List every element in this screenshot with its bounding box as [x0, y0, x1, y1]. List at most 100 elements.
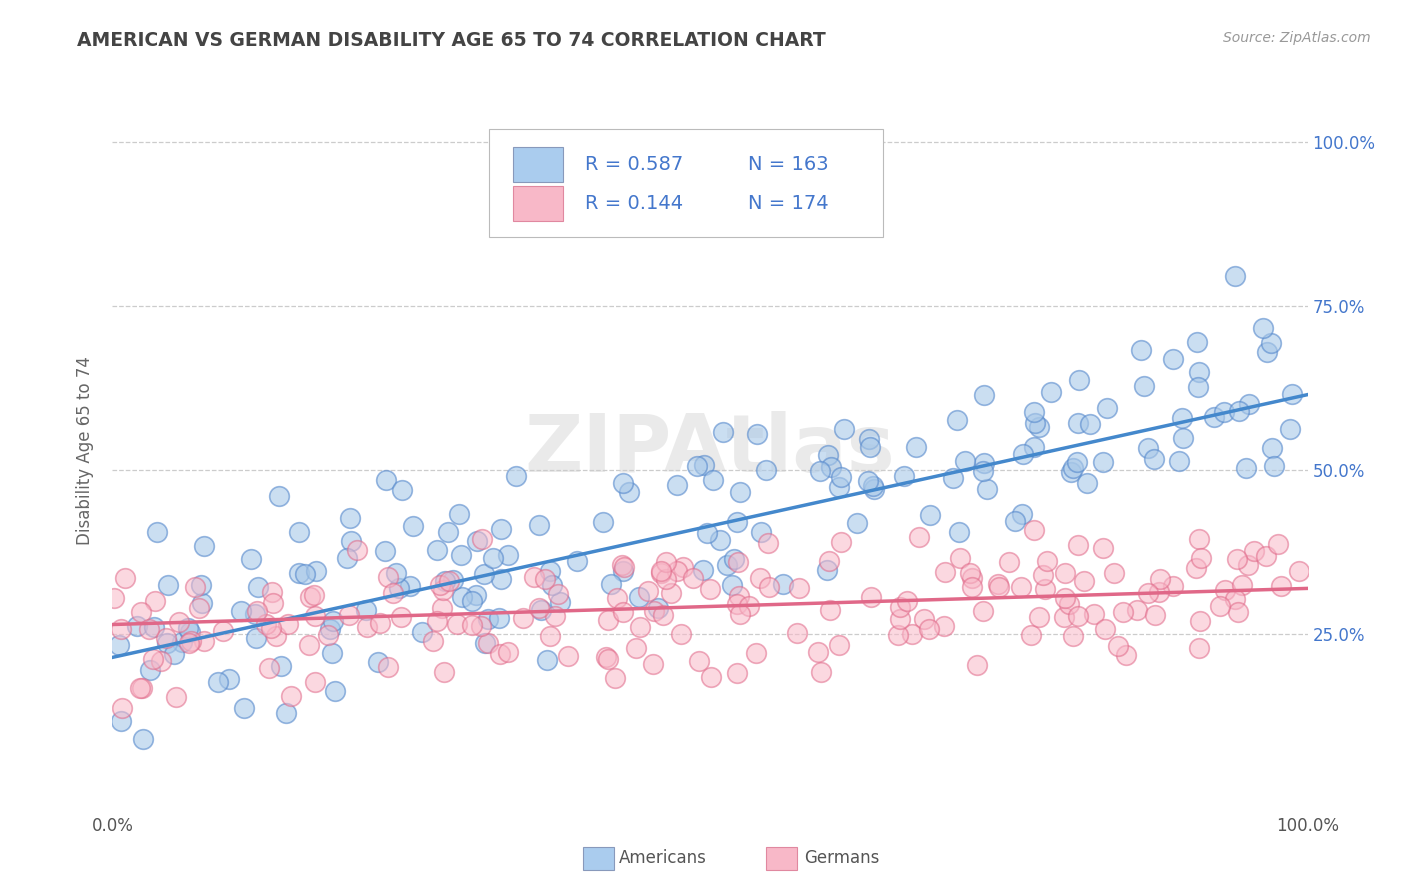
Point [1168, 454, 1191, 468]
Point [637, 584, 659, 599]
Point [650, 566, 672, 581]
Point [901, 627, 924, 641]
Point [193, 633, 215, 648]
Point [661, 586, 683, 600]
Point [727, 555, 749, 569]
Point [402, 519, 425, 533]
Point [1057, 597, 1080, 611]
Point [815, 563, 838, 577]
Point [1149, 572, 1171, 586]
Point [1226, 551, 1249, 566]
Point [170, 634, 193, 648]
Point [1073, 574, 1095, 588]
Point [696, 526, 718, 541]
Point [231, 604, 253, 618]
Point [1237, 397, 1260, 411]
Point [1115, 648, 1137, 662]
Point [489, 522, 512, 536]
Point [863, 483, 886, 497]
Point [1024, 405, 1046, 419]
Point [1144, 607, 1167, 622]
Point [180, 633, 202, 648]
Point [1230, 578, 1253, 592]
Point [627, 591, 650, 605]
Point [972, 604, 994, 618]
Point [858, 433, 880, 447]
Point [538, 564, 561, 578]
FancyBboxPatch shape [513, 147, 562, 182]
Point [1263, 459, 1285, 474]
Point [288, 525, 311, 540]
Point [1279, 422, 1302, 436]
Point [1067, 373, 1090, 387]
Point [461, 594, 484, 608]
Point [262, 596, 284, 610]
Point [1028, 420, 1050, 434]
Point [260, 621, 283, 635]
Point [1024, 417, 1046, 431]
Point [356, 620, 378, 634]
Point [218, 672, 240, 686]
Point [1143, 452, 1166, 467]
Point [426, 614, 449, 628]
Point [247, 580, 270, 594]
Point [711, 425, 734, 440]
Point [470, 619, 492, 633]
Point [316, 628, 339, 642]
Point [846, 516, 869, 531]
Point [446, 617, 468, 632]
Point [972, 464, 994, 478]
Point [1130, 343, 1153, 357]
Point [973, 456, 995, 470]
Point [1076, 475, 1098, 490]
Point [655, 572, 678, 586]
Point [465, 588, 488, 602]
Point [254, 616, 277, 631]
Point [245, 631, 267, 645]
Point [987, 577, 1010, 591]
Point [1019, 628, 1042, 642]
Point [610, 558, 633, 572]
Point [830, 534, 852, 549]
Point [269, 489, 291, 503]
Point [132, 731, 155, 746]
Point [652, 607, 675, 622]
Point [274, 706, 297, 720]
Point [669, 627, 692, 641]
Point [859, 440, 882, 454]
Point [887, 628, 910, 642]
Point [207, 674, 229, 689]
Point [856, 474, 879, 488]
Point [125, 618, 148, 632]
Point [889, 599, 911, 614]
Point [1107, 639, 1129, 653]
Point [391, 483, 413, 497]
Point [294, 567, 316, 582]
Point [859, 591, 882, 605]
Point [613, 559, 636, 574]
Point [547, 587, 569, 601]
Point [142, 652, 165, 666]
Point [302, 588, 325, 602]
Point [346, 543, 368, 558]
Point [388, 581, 411, 595]
Point [702, 474, 724, 488]
Point [336, 550, 359, 565]
Point [305, 564, 328, 578]
Point [686, 458, 709, 473]
Point [1147, 585, 1170, 599]
Point [810, 464, 832, 478]
Point [650, 564, 672, 578]
Point [184, 580, 207, 594]
Point [1204, 409, 1226, 424]
Point [304, 675, 326, 690]
Point [725, 515, 748, 529]
Point [1039, 385, 1062, 400]
Point [1187, 380, 1209, 394]
Point [538, 630, 561, 644]
Point [489, 647, 512, 661]
Point [1102, 566, 1125, 581]
Point [617, 485, 640, 500]
Point [973, 388, 995, 402]
Point [1171, 410, 1194, 425]
